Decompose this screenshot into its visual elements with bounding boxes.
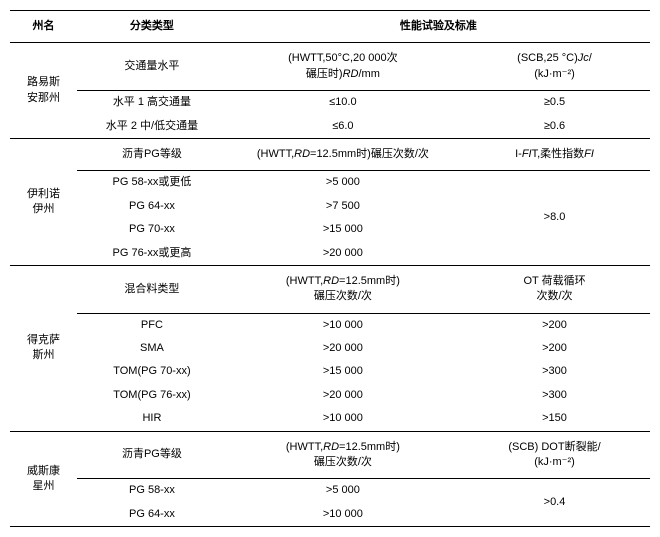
value-cell: ≤10.0 — [227, 91, 459, 115]
type-cell: PG 64-xx — [77, 195, 227, 218]
asphalt-standards-table: 州名 分类类型 性能试验及标准 路易斯安那州 交通量水平 (HWTT,50°C,… — [10, 10, 650, 527]
state-cell: 威斯康星州 — [10, 431, 77, 527]
type-header-cell: 沥青PG等级 — [77, 138, 227, 170]
value-cell: >200 — [459, 337, 650, 360]
value-cell: >5 000 — [227, 479, 459, 503]
value-cell: >15 000 — [227, 360, 459, 383]
type-header-cell: 混合料类型 — [77, 265, 227, 313]
state-cell: 伊利诺伊州 — [10, 138, 77, 265]
value-cell: >200 — [459, 313, 650, 337]
value-cell: >10 000 — [227, 313, 459, 337]
test2-header-cell: I-FIT,柔性指数FI — [459, 138, 650, 170]
type-cell: TOM(PG 70-xx) — [77, 360, 227, 383]
value-cell: >20 000 — [227, 337, 459, 360]
type-cell: PFC — [77, 313, 227, 337]
value-cell: >10 000 — [227, 503, 459, 527]
test1-header-cell: (HWTT,50°C,20 000次碾压时)RD/mm — [227, 43, 459, 91]
type-header-cell: 交通量水平 — [77, 43, 227, 91]
test1-header-cell: (HWTT,RD=12.5mm时)碾压次数/次 — [227, 265, 459, 313]
merged-value-cell: >8.0 — [459, 171, 650, 266]
type-cell: PG 70-xx — [77, 218, 227, 241]
value-cell: >15 000 — [227, 218, 459, 241]
test2-header-cell: OT 荷载循环次数/次 — [459, 265, 650, 313]
header-state: 州名 — [10, 11, 77, 43]
state-cell: 路易斯安那州 — [10, 43, 77, 139]
type-cell: TOM(PG 76-xx) — [77, 384, 227, 407]
value-cell: >150 — [459, 407, 650, 431]
test2-header-cell: (SCB,25 °C)Jc/(kJ·m⁻²) — [459, 43, 650, 91]
value-cell: >300 — [459, 384, 650, 407]
test2-header-cell: (SCB) DOT断裂能/(kJ·m⁻²) — [459, 431, 650, 479]
header-type: 分类类型 — [77, 11, 227, 43]
type-cell: 水平 2 中/低交通量 — [77, 115, 227, 139]
value-cell: >20 000 — [227, 384, 459, 407]
type-cell: PG 76-xx或更高 — [77, 242, 227, 266]
value-cell: >5 000 — [227, 171, 459, 195]
test1-header-cell: (HWTT,RD=12.5mm时)碾压次数/次 — [227, 431, 459, 479]
value-cell: >300 — [459, 360, 650, 383]
value-cell: ≥0.6 — [459, 115, 650, 139]
value-cell: >7 500 — [227, 195, 459, 218]
type-header-cell: 沥青PG等级 — [77, 431, 227, 479]
value-cell: ≥0.5 — [459, 91, 650, 115]
merged-value-cell: >0.4 — [459, 479, 650, 527]
value-cell: >20 000 — [227, 242, 459, 266]
type-cell: 水平 1 高交通量 — [77, 91, 227, 115]
value-cell: ≤6.0 — [227, 115, 459, 139]
test1-header-cell: (HWTT,RD=12.5mm时)碾压次数/次 — [227, 138, 459, 170]
type-cell: HIR — [77, 407, 227, 431]
value-cell: >10 000 — [227, 407, 459, 431]
type-cell: SMA — [77, 337, 227, 360]
type-cell: PG 64-xx — [77, 503, 227, 527]
type-cell: PG 58-xx — [77, 479, 227, 503]
header-tests: 性能试验及标准 — [227, 11, 650, 43]
state-cell: 得克萨斯州 — [10, 265, 77, 431]
type-cell: PG 58-xx或更低 — [77, 171, 227, 195]
